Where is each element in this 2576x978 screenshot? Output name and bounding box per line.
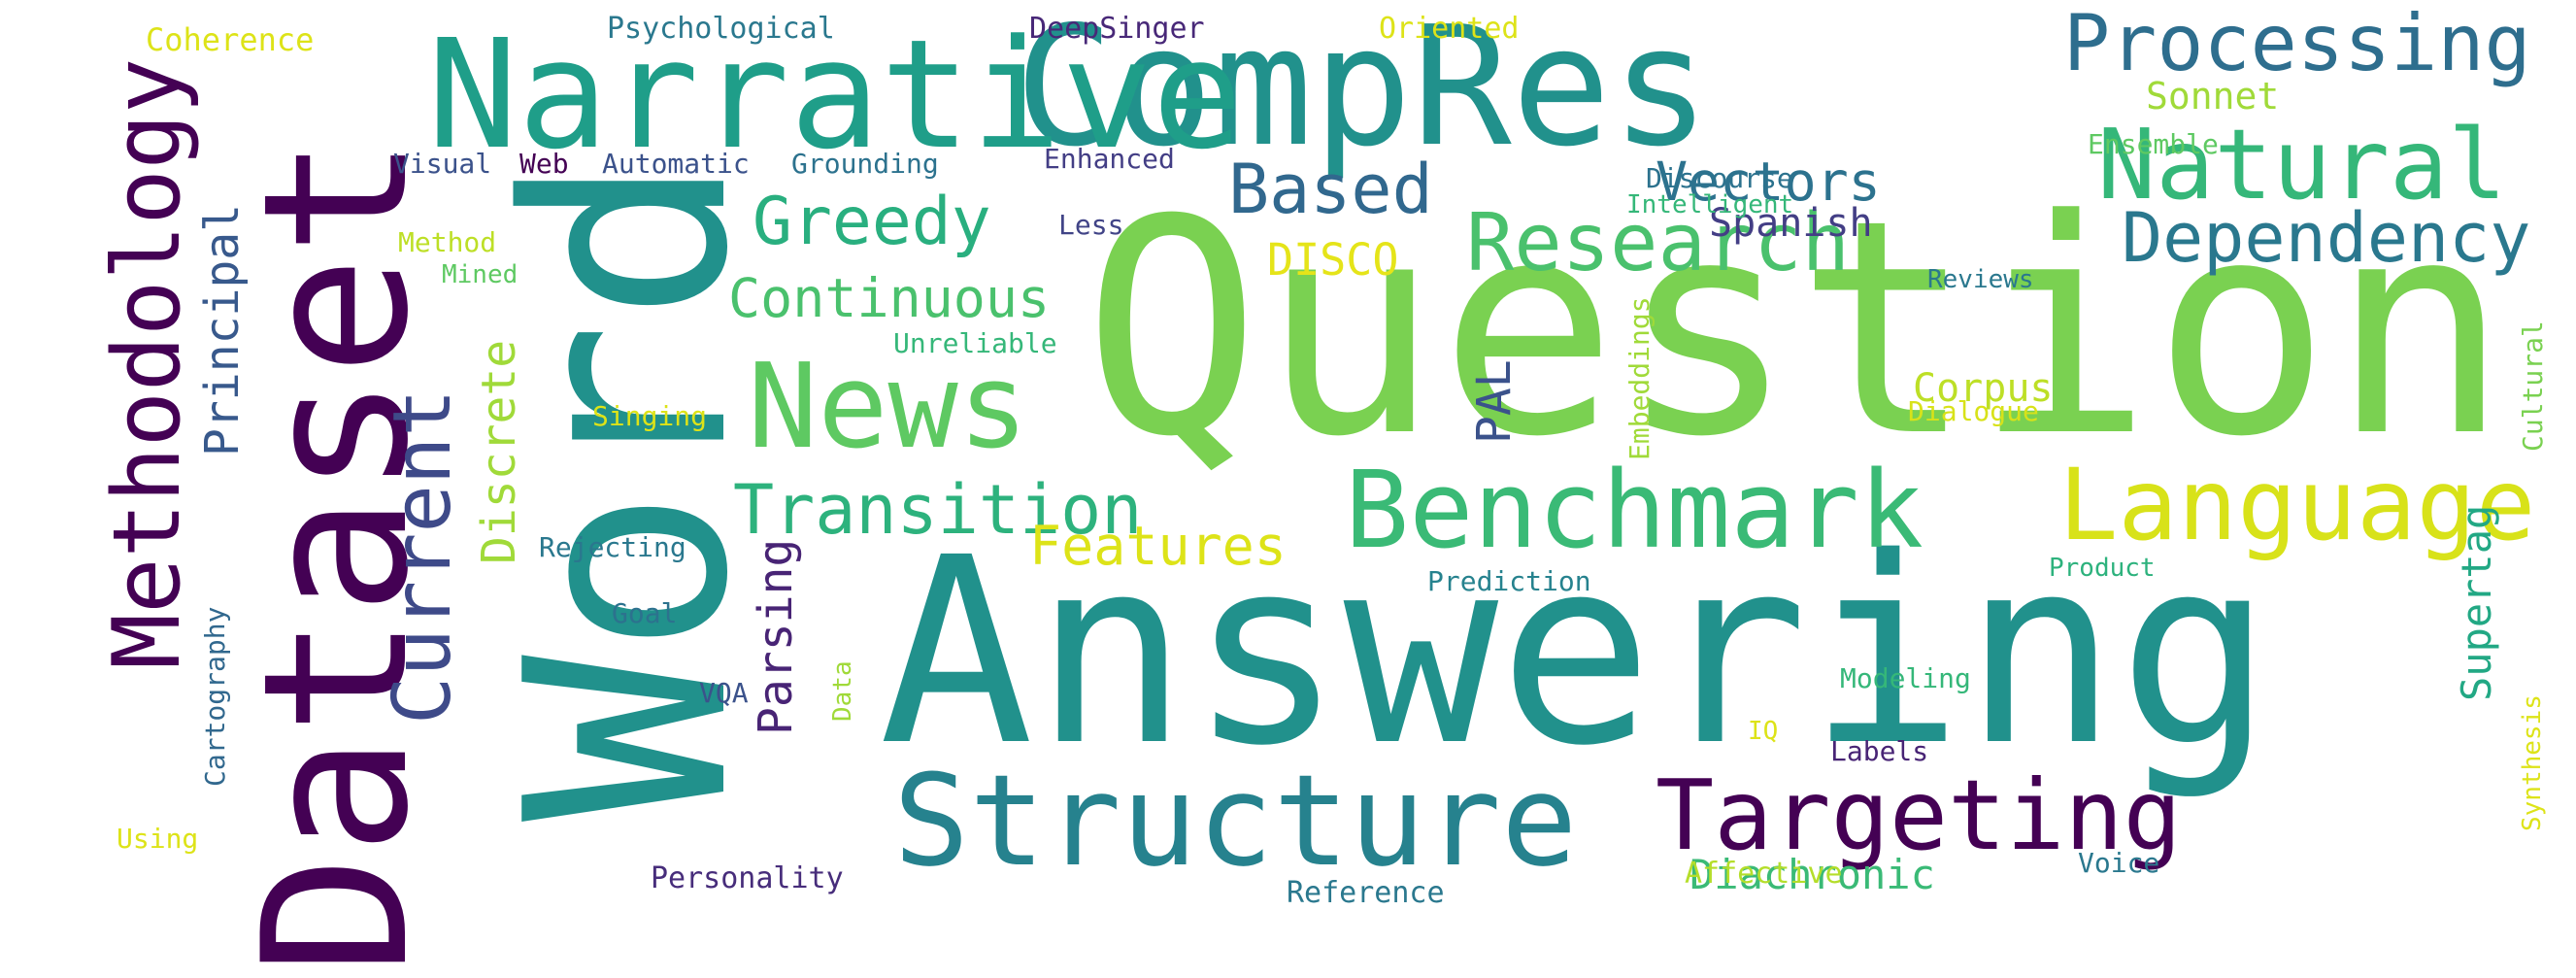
- cloud-word-methodology: Methodology: [94, 57, 201, 670]
- cloud-word-labels: Labels: [1830, 735, 1929, 767]
- cloud-word-oriented: Oriented: [1379, 12, 1520, 46]
- cloud-word-sonnet: Sonnet: [2146, 75, 2280, 118]
- cloud-word-news: News: [748, 340, 1028, 475]
- cloud-word-question: Question: [1083, 156, 2510, 501]
- cloud-word-product: Product: [2049, 554, 2156, 583]
- cloud-word-automatic: Automatic: [602, 148, 750, 180]
- cloud-word-data: Data: [828, 659, 857, 722]
- cloud-word-corpus: Corpus: [1913, 366, 2054, 411]
- cloud-word-method: Method: [398, 226, 497, 258]
- cloud-word-parsing: Parsing: [749, 538, 803, 736]
- cloud-word-iq: IQ: [1748, 717, 1779, 746]
- cloud-word-intelligent: Intelligent: [1626, 190, 1794, 219]
- cloud-word-deepsinger: DeepSinger: [1029, 12, 1205, 46]
- cloud-word-answering: Answering: [879, 503, 2273, 802]
- cloud-word-rejecting: Rejecting: [539, 531, 686, 563]
- cloud-word-benchmark: Benchmark: [1345, 448, 1924, 572]
- cloud-word-ensemble: Ensemble: [2088, 128, 2219, 160]
- cloud-word-supertag: Supertag: [2453, 504, 2500, 702]
- cloud-word-reviews: Reviews: [1927, 265, 2034, 294]
- cloud-word-prediction: Prediction: [1427, 565, 1591, 597]
- cloud-word-word: Word: [467, 154, 789, 823]
- cloud-word-using: Using: [117, 823, 199, 855]
- cloud-word-discourse: Discourse: [1646, 162, 1793, 194]
- cloud-word-greedy: Greedy: [753, 184, 991, 260]
- cloud-word-visual: Visual: [393, 148, 492, 180]
- cloud-word-compres: CompRes: [1015, 0, 1711, 184]
- cloud-word-disco: DISCO: [1267, 234, 1399, 286]
- cloud-word-less: Less: [1058, 209, 1124, 241]
- cloud-word-unreliable: Unreliable: [893, 327, 1057, 359]
- cloud-word-personality: Personality: [651, 861, 844, 895]
- cloud-word-pal: PAL: [1467, 358, 1522, 444]
- cloud-word-discrete: Discrete: [472, 340, 526, 565]
- cloud-word-singing: Singing: [592, 400, 708, 432]
- cloud-word-web: Web: [519, 148, 569, 180]
- cloud-word-features: Features: [1029, 515, 1287, 577]
- cloud-word-targeting: Targeting: [1656, 759, 2182, 872]
- cloud-word-research: Research: [1466, 197, 1850, 289]
- cloud-word-transition: Transition: [733, 470, 1143, 550]
- cloud-word-grounding: Grounding: [791, 148, 939, 180]
- cloud-word-embeddings: Embeddings: [1623, 295, 1656, 460]
- cloud-word-psychological: Psychological: [607, 12, 835, 46]
- cloud-word-goal: Goal: [612, 597, 678, 629]
- cloud-word-natural: Natural: [2097, 108, 2507, 221]
- cloud-word-dependency: Dependency: [2122, 198, 2531, 278]
- cloud-word-language: Language: [2058, 448, 2536, 563]
- cloud-word-reference: Reference: [1287, 876, 1445, 910]
- cloud-word-cartography: Cartography: [199, 606, 231, 788]
- cloud-word-diachronic: Diachronic: [1689, 851, 1935, 898]
- cloud-word-structure: Structure: [893, 747, 1578, 894]
- cloud-word-cultural: Cultural: [2517, 320, 2549, 452]
- cloud-word-voice: Voice: [2078, 847, 2160, 879]
- cloud-word-current: Current: [377, 388, 469, 725]
- cloud-word-affective: Affective: [1685, 857, 1843, 891]
- cloud-word-processing: Processing: [2063, 0, 2531, 88]
- cloud-word-synthesis: Synthesis: [2518, 693, 2547, 831]
- cloud-word-principal: Principal: [195, 203, 250, 457]
- cloud-word-vqa: VQA: [699, 677, 749, 709]
- cloud-word-mined: Mined: [442, 260, 519, 289]
- cloud-word-coherence: Coherence: [146, 21, 315, 58]
- cloud-word-dialogue: Dialogue: [1908, 395, 2039, 427]
- cloud-word-enhanced: Enhanced: [1044, 143, 1175, 175]
- cloud-word-vectors: Vectors: [1656, 151, 1881, 213]
- cloud-word-continuous: Continuous: [728, 267, 1051, 329]
- cloud-word-spanish: Spanish: [1709, 201, 1873, 246]
- cloud-word-based: Based: [1228, 150, 1433, 229]
- cloud-word-modeling: Modeling: [1840, 662, 1971, 694]
- cloud-word-narrative: Narrative: [427, 7, 1243, 183]
